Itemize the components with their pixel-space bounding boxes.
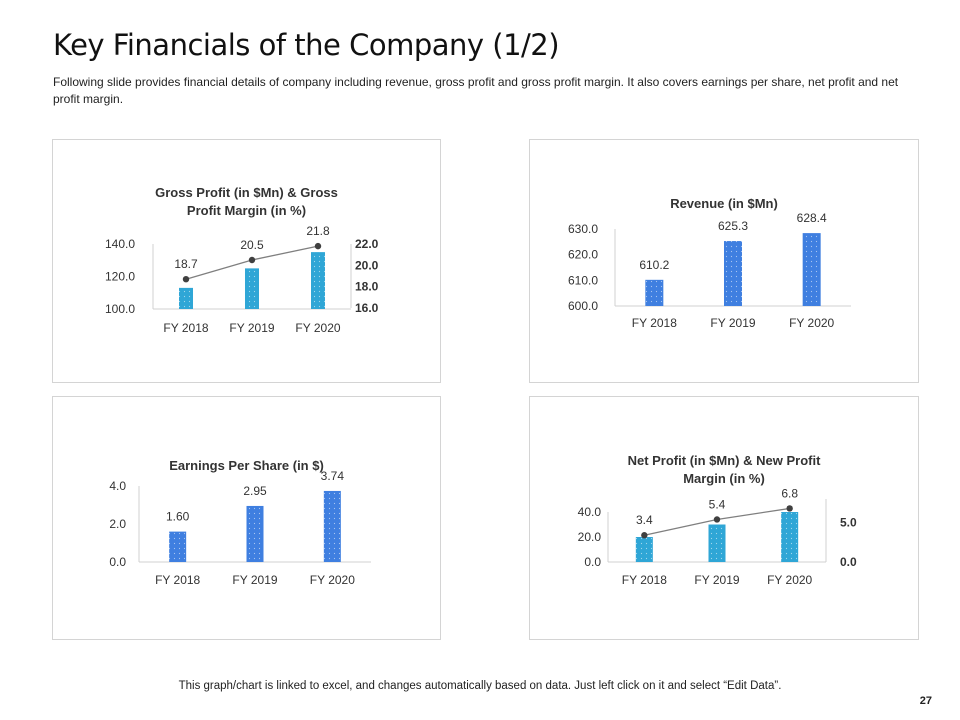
gross-profit-chart: 100.0 120.0 140.0 16.0 18.0 20.0 22.0 FY 2018 FY… <box>105 224 379 335</box>
slide-subtitle: Following slide provides financial detai… <box>53 75 899 106</box>
footer-note: This graph/chart is linked to excel, and… <box>178 680 782 692</box>
x-tick-label: FY 2020 <box>767 573 812 587</box>
bar <box>169 531 187 562</box>
bar <box>635 537 653 562</box>
bar <box>781 512 799 562</box>
y-tick-label: 600.0 <box>568 299 598 313</box>
chart-title: Earnings Per Share (in $) <box>53 457 440 475</box>
y-tick-label: 4.0 <box>109 479 126 493</box>
data-label: 5.4 <box>709 497 726 511</box>
line-point <box>248 256 256 264</box>
data-label: 6.8 <box>781 486 798 500</box>
x-tick-label: FY 2020 <box>310 573 355 587</box>
chart-title: Revenue (in $Mn) <box>530 195 918 213</box>
data-label: 610.2 <box>639 258 669 272</box>
bar <box>802 233 821 306</box>
bar <box>245 268 259 309</box>
chart-title-line: Profit Margin (in %) <box>186 203 307 218</box>
revenue-chart-panel[interactable]: Revenue (in $Mn) 600.0 610.0 620.0 630.0 FY … <box>529 139 919 383</box>
y2-tick-label: 5.0 <box>840 516 857 530</box>
data-label: 3.4 <box>636 513 653 527</box>
chart-title-line: Net Profit (in $Mn) & New Profit <box>627 453 821 468</box>
data-label: 628.4 <box>797 211 827 225</box>
data-label: 21.8 <box>306 224 330 238</box>
bar <box>645 279 664 306</box>
x-tick-label: FY 2018 <box>622 573 667 587</box>
y-tick-label: 100.0 <box>105 302 135 316</box>
line-point <box>713 516 721 523</box>
y-tick-label: 20.0 <box>578 530 602 544</box>
bar <box>708 524 726 562</box>
y-tick-label: 630.0 <box>568 222 598 236</box>
net-profit-chart-panel[interactable]: Net Profit (in $Mn) & New Profit Margin … <box>529 396 919 640</box>
bar <box>179 287 193 309</box>
y-tick-label: 40.0 <box>578 505 602 519</box>
x-tick-label: FY 2019 <box>232 573 277 587</box>
bar <box>724 241 742 306</box>
y-tick-label: 620.0 <box>568 248 598 262</box>
line-point <box>182 276 190 283</box>
page-number: 27 <box>919 695 932 707</box>
data-label: 18.7 <box>174 257 198 271</box>
x-tick-label: FY 2019 <box>710 316 755 330</box>
y-tick-label: 120.0 <box>105 270 135 284</box>
eps-chart-panel[interactable]: Earnings Per Share (in $) 0.0 2.0 4.0 FY 20… <box>52 396 441 640</box>
data-label: 1.60 <box>166 510 190 524</box>
y2-tick-label: 0.0 <box>840 555 857 569</box>
chart-title-line: Earnings Per Share (in $) <box>169 458 324 473</box>
x-tick-label: FY 2020 <box>789 316 834 330</box>
chart-title-line: Revenue (in $Mn) <box>670 196 778 211</box>
chart-title-line: Gross Profit (in $Mn) & Gross <box>155 185 338 200</box>
y-tick-label: 0.0 <box>109 555 126 569</box>
line-point <box>314 242 322 250</box>
y-tick-label: 0.0 <box>584 555 601 569</box>
chart-title-line: Margin (in %) <box>683 471 765 486</box>
y-tick-label: 610.0 <box>568 273 598 287</box>
x-tick-label: FY 2019 <box>229 321 274 335</box>
y2-tick-label: 22.0 <box>355 237 379 251</box>
revenue-chart: 600.0 610.0 620.0 630.0 FY 2018 FY 2019 FY 202… <box>568 211 851 330</box>
x-tick-label: FY 2020 <box>295 321 340 335</box>
y2-tick-label: 18.0 <box>355 280 379 294</box>
y2-tick-label: 16.0 <box>355 301 379 315</box>
bar <box>311 252 325 309</box>
data-label: 2.95 <box>243 484 267 498</box>
y2-tick-label: 20.0 <box>355 258 379 272</box>
x-tick-label: FY 2019 <box>694 573 739 587</box>
data-label: 20.5 <box>240 238 264 252</box>
chart-title: Net Profit (in $Mn) & New Profit Margin … <box>530 452 918 488</box>
bar <box>323 490 341 562</box>
y-tick-label: 140.0 <box>105 237 135 251</box>
chart-title: Gross Profit (in $Mn) & Gross Profit Mar… <box>53 184 440 220</box>
line-point <box>641 532 648 539</box>
gross-profit-chart-panel[interactable]: Gross Profit (in $Mn) & Gross Profit Mar… <box>52 139 441 383</box>
bar <box>246 505 264 562</box>
slide-title: Key Financials of the Company (1/2) <box>53 28 560 62</box>
x-tick-label: FY 2018 <box>163 321 208 335</box>
x-tick-label: FY 2018 <box>155 573 200 587</box>
y-tick-label: 2.0 <box>109 517 126 531</box>
line-point <box>786 505 793 512</box>
eps-chart: 0.0 2.0 4.0 FY 2018 FY 2019 FY 2020 1.60 2.95 3.… <box>109 469 371 587</box>
x-tick-label: FY 2018 <box>632 316 677 330</box>
data-label: 3.74 <box>321 469 345 483</box>
data-label: 625.3 <box>718 219 748 233</box>
net-profit-chart: 0.0 20.0 40.0 0.0 5.0 FY 2018 FY 2019 FY 2020 3.… <box>578 486 857 587</box>
